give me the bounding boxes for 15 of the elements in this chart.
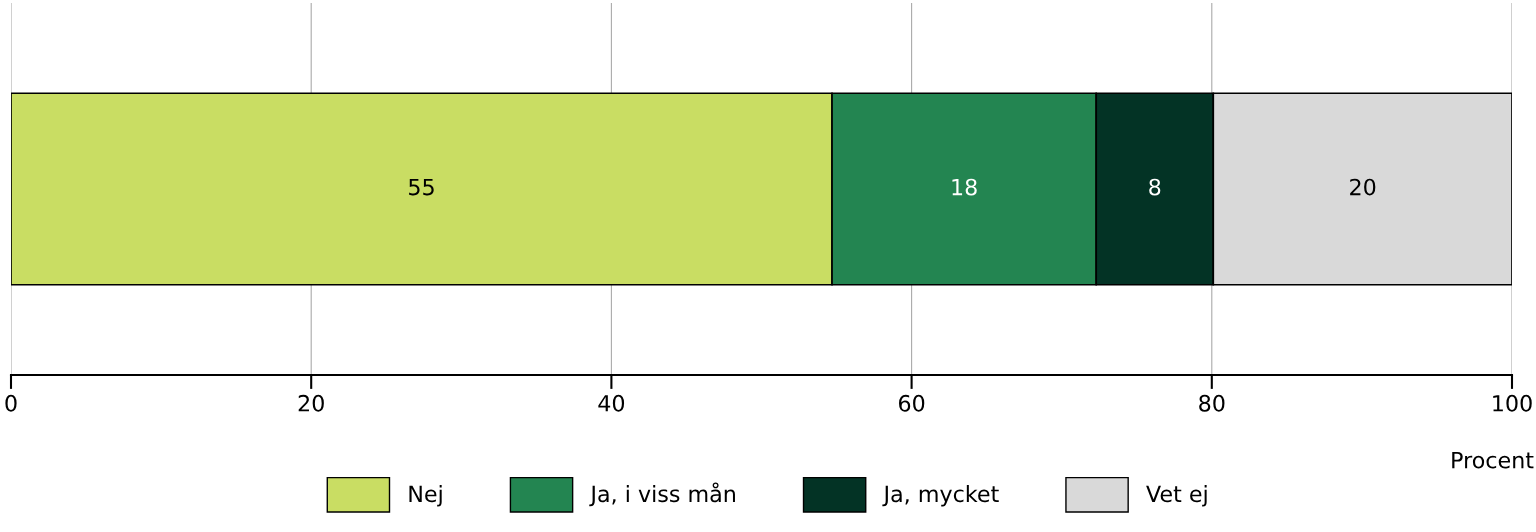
x-tick-label: 0 [5,394,17,412]
x-axis-title: Procent [1452,451,1534,469]
x-tick-label: 60 [899,394,925,412]
x-tick-label: 100 [1493,394,1532,412]
data-label: 20 [1350,178,1376,196]
legend-label: Ja, i viss mån [589,482,735,507]
x-tick-label: 20 [298,394,324,412]
data-label: 18 [952,178,977,196]
legend-label: Vet ej [1146,485,1207,507]
data-label: 8 [1149,178,1161,196]
legend-label: Nej [409,485,442,507]
legend-label: Ja, mycket [882,485,999,507]
x-tick-label: 80 [1199,394,1225,412]
x-tick-label: 40 [598,394,625,412]
data-label: 55 [409,178,434,196]
